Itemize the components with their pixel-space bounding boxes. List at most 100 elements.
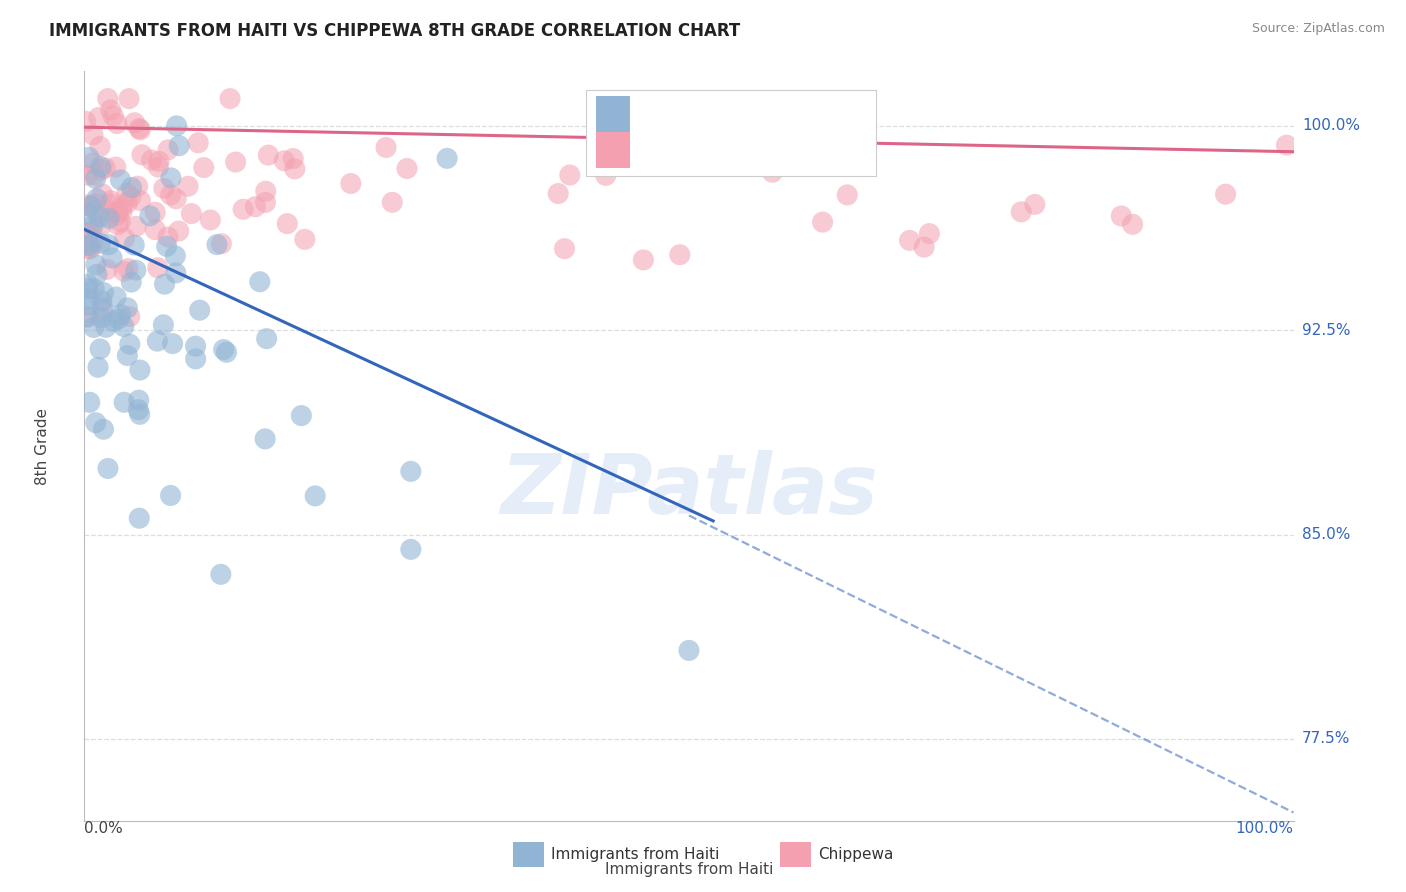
Point	[184, 339, 207, 353]
Point	[101, 251, 124, 265]
Point	[90, 310, 112, 325]
Point	[77, 298, 100, 312]
Point	[898, 233, 921, 247]
Point	[918, 227, 941, 241]
Text: Immigrants from Haiti: Immigrants from Haiti	[605, 862, 773, 877]
Point	[159, 188, 181, 202]
Point	[117, 261, 139, 276]
Point	[118, 337, 141, 351]
Text: Source: ZipAtlas.com: Source: ZipAtlas.com	[1251, 22, 1385, 36]
Point	[811, 215, 834, 229]
Point	[96, 203, 118, 218]
Point	[728, 138, 751, 153]
Point	[160, 170, 183, 185]
Point	[115, 186, 138, 201]
Point	[91, 301, 114, 315]
Point	[84, 196, 107, 211]
Text: 100.0%: 100.0%	[1236, 821, 1294, 836]
Point	[94, 320, 117, 334]
Point	[146, 334, 169, 348]
Text: Chippewa: Chippewa	[818, 847, 894, 862]
Point	[375, 140, 398, 154]
Point	[82, 237, 104, 252]
Point	[143, 205, 166, 219]
Point	[77, 207, 100, 221]
Point	[86, 192, 108, 206]
Point	[193, 161, 215, 175]
Point	[98, 197, 121, 211]
Point	[97, 237, 120, 252]
Point	[84, 171, 107, 186]
Point	[678, 643, 700, 657]
Point	[128, 407, 150, 421]
Text: Immigrants from Haiti: Immigrants from Haiti	[551, 847, 720, 862]
Point	[83, 320, 105, 334]
Point	[105, 290, 128, 304]
Text: 77.5%: 77.5%	[1302, 731, 1350, 747]
Point	[153, 181, 176, 195]
Point	[111, 204, 134, 219]
Point	[79, 242, 101, 256]
Point	[86, 268, 108, 282]
Point	[219, 92, 242, 106]
Point	[340, 177, 363, 191]
Point	[118, 310, 141, 324]
Point	[1010, 204, 1032, 219]
Text: N = 107: N = 107	[780, 141, 860, 159]
Point	[90, 219, 112, 234]
Point	[128, 393, 150, 408]
Point	[93, 422, 115, 436]
Point	[82, 128, 104, 142]
Point	[77, 282, 100, 296]
Point	[165, 192, 187, 206]
Point	[80, 199, 103, 213]
FancyBboxPatch shape	[586, 90, 876, 177]
Text: N = 81: N = 81	[780, 105, 848, 123]
Point	[82, 156, 104, 170]
Point	[304, 489, 326, 503]
Point	[912, 240, 935, 254]
Point	[436, 152, 458, 166]
Point	[180, 206, 202, 220]
Point	[156, 230, 179, 244]
Point	[1275, 138, 1298, 153]
Point	[257, 148, 280, 162]
Point	[77, 238, 100, 252]
Point	[76, 168, 98, 182]
Point	[115, 195, 138, 210]
Point	[128, 511, 150, 525]
Point	[209, 567, 232, 582]
Point	[187, 136, 209, 150]
Point	[152, 318, 174, 332]
Text: IMMIGRANTS FROM HAITI VS CHIPPEWA 8TH GRADE CORRELATION CHART: IMMIGRANTS FROM HAITI VS CHIPPEWA 8TH GR…	[49, 22, 741, 40]
Point	[141, 153, 163, 167]
Point	[146, 260, 169, 275]
Point	[89, 236, 111, 251]
Point	[294, 232, 316, 246]
Point	[633, 252, 655, 267]
Text: 0.0%: 0.0%	[84, 821, 124, 836]
Point	[232, 202, 254, 217]
Point	[77, 242, 100, 256]
Point	[100, 194, 122, 208]
Point	[77, 227, 100, 241]
Text: 85.0%: 85.0%	[1302, 527, 1350, 542]
Text: 100.0%: 100.0%	[1302, 119, 1360, 133]
Point	[200, 213, 222, 227]
Point	[256, 332, 278, 346]
Text: 8th Grade: 8th Grade	[35, 408, 49, 484]
Point	[104, 160, 127, 174]
Point	[93, 285, 115, 300]
Point	[89, 139, 111, 153]
Point	[159, 488, 181, 502]
Point	[225, 155, 247, 169]
Point	[184, 351, 207, 366]
Point	[125, 263, 148, 277]
Point	[399, 464, 422, 478]
Point	[97, 92, 120, 106]
Point	[77, 292, 100, 306]
Point	[188, 303, 211, 318]
Bar	[596, 96, 630, 132]
Point	[98, 211, 121, 226]
Point	[75, 310, 97, 324]
